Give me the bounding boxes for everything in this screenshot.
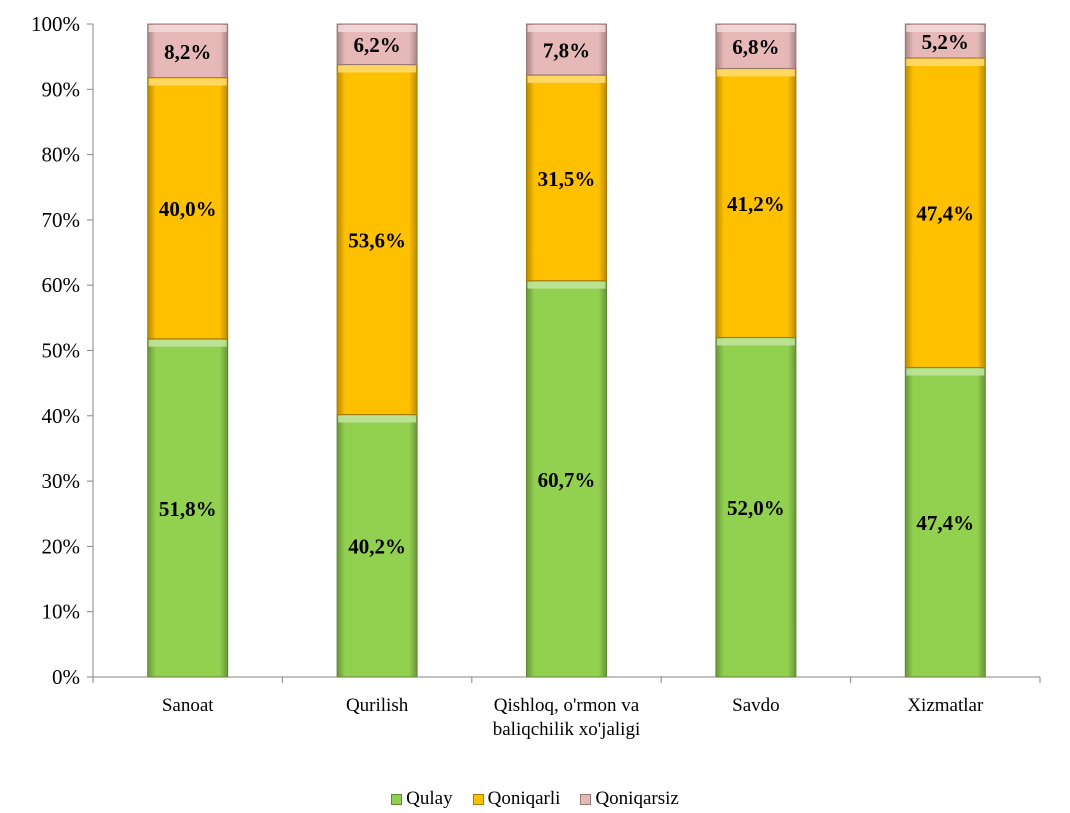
legend-label-qulay: Qulay: [406, 788, 453, 809]
y-tick-label: 50%: [42, 339, 81, 363]
legend: Qulay Qoniqarli Qoniqarsiz: [0, 788, 1070, 810]
y-axis: 0% 10% 20% 30% 40% 50% 60% 70% 80% 90% 100%: [31, 12, 94, 689]
data-label-qulay: 47,4%: [916, 511, 974, 535]
legend-item-qoniqarsiz: Qoniqarsiz: [580, 788, 679, 810]
data-label-qoniqarsiz: 7,8%: [543, 38, 590, 62]
data-label-qulay: 40,2%: [348, 535, 406, 559]
bar-bevel-qoniqarli: [716, 69, 795, 77]
legend-swatch-qoniqarsiz: [580, 793, 592, 805]
bar-segment-qulay: [526, 280, 607, 678]
bar-bevel-qulay: [716, 338, 795, 346]
bar-bevel-qoniqarsiz: [906, 25, 985, 32]
bar-bevel-qoniqarsiz: [716, 25, 795, 32]
y-tick-label: 60%: [42, 273, 81, 297]
x-tick-label: Xizmatlar: [907, 695, 984, 716]
data-label-qoniqarsiz: 5,2%: [922, 30, 969, 54]
bar-bevel-qulay: [148, 339, 227, 347]
y-tick-label: 70%: [42, 208, 81, 232]
data-label-qoniqarli: 40,0%: [159, 197, 217, 221]
bar-bevel-qoniqarsiz: [338, 25, 417, 32]
y-tick-label: 80%: [42, 143, 81, 167]
legend-item-qoniqarli: Qoniqarli: [472, 788, 561, 810]
bar-segment-qoniqarli: [526, 74, 607, 282]
y-tick-label: 20%: [42, 534, 81, 558]
data-label-qoniqarsiz: 6,2%: [353, 33, 400, 57]
y-tick-label: 10%: [42, 600, 81, 624]
bar-bevel-qulay: [338, 415, 417, 423]
bar-bevel-qoniqarsiz: [527, 25, 606, 32]
data-label-qoniqarli: 53,6%: [348, 228, 406, 252]
bar-bevel-qulay: [906, 368, 985, 376]
legend-item-qulay: Qulay: [391, 788, 453, 810]
legend-swatch-qulay: [391, 793, 403, 805]
data-label-qoniqarsiz: 8,2%: [164, 40, 211, 64]
x-tick-label: Qishloq, o'rmon va baliqchilik xo'jaligi: [493, 695, 640, 740]
bar-segment-qulay: [904, 366, 986, 678]
x-tick-label: Sanoat: [162, 695, 214, 716]
bar-segment-qoniqarli: [715, 67, 797, 338]
bar-segment-qoniqarli: [147, 77, 229, 340]
data-label-qoniqarli: 31,5%: [538, 167, 596, 191]
data-labels: 51,8% 40,0% 8,2% 40,2% 53,6% 6,2% 60,7% 31,5% 7,…: [159, 30, 974, 559]
legend-label-qoniqarli: Qoniqarli: [487, 788, 561, 809]
x-tick-label: Savdo: [732, 695, 780, 716]
y-tick-label: 30%: [42, 469, 81, 493]
data-label-qoniqarli: 41,2%: [727, 192, 785, 216]
legend-swatch-qoniqarli: [472, 793, 484, 805]
bar-bevel-qoniqarsiz: [148, 25, 227, 32]
bar-bevel-qoniqarli: [527, 75, 606, 83]
bar-segment-qoniqarsiz: [526, 23, 607, 76]
bar-segment-qulay: [336, 413, 418, 678]
bar-segment-qoniqarsiz: [147, 23, 229, 79]
bar-segment-qoniqarli: [904, 57, 986, 368]
y-tick-label: 100%: [31, 12, 80, 36]
bar-segment-qoniqarli: [336, 63, 418, 415]
data-label-qulay: 52,0%: [727, 496, 785, 520]
bar-segment-qulay: [715, 336, 797, 678]
data-label-qoniqarli: 47,4%: [916, 202, 974, 226]
bars: [147, 23, 986, 678]
data-label-qulay: 51,8%: [159, 497, 217, 521]
bar-bevel-qoniqarli: [338, 65, 417, 73]
bar-bevel-qulay: [527, 281, 606, 289]
y-tick-label: 0%: [52, 665, 80, 689]
x-axis: Sanoat Qurilish Qishloq, o'rmon va baliqchi…: [92, 676, 1041, 740]
y-tick-label: 40%: [42, 404, 81, 428]
legend-label-qoniqarsiz: Qoniqarsiz: [595, 788, 679, 809]
data-label-qulay: 60,7%: [538, 468, 596, 492]
data-label-qoniqarsiz: 6,8%: [732, 35, 779, 59]
bar-bevel-qoniqarli: [148, 78, 227, 86]
x-tick-label: Qurilish: [346, 695, 409, 716]
bar-bevel-qoniqarli: [906, 58, 985, 66]
y-tick-label: 90%: [42, 77, 81, 101]
